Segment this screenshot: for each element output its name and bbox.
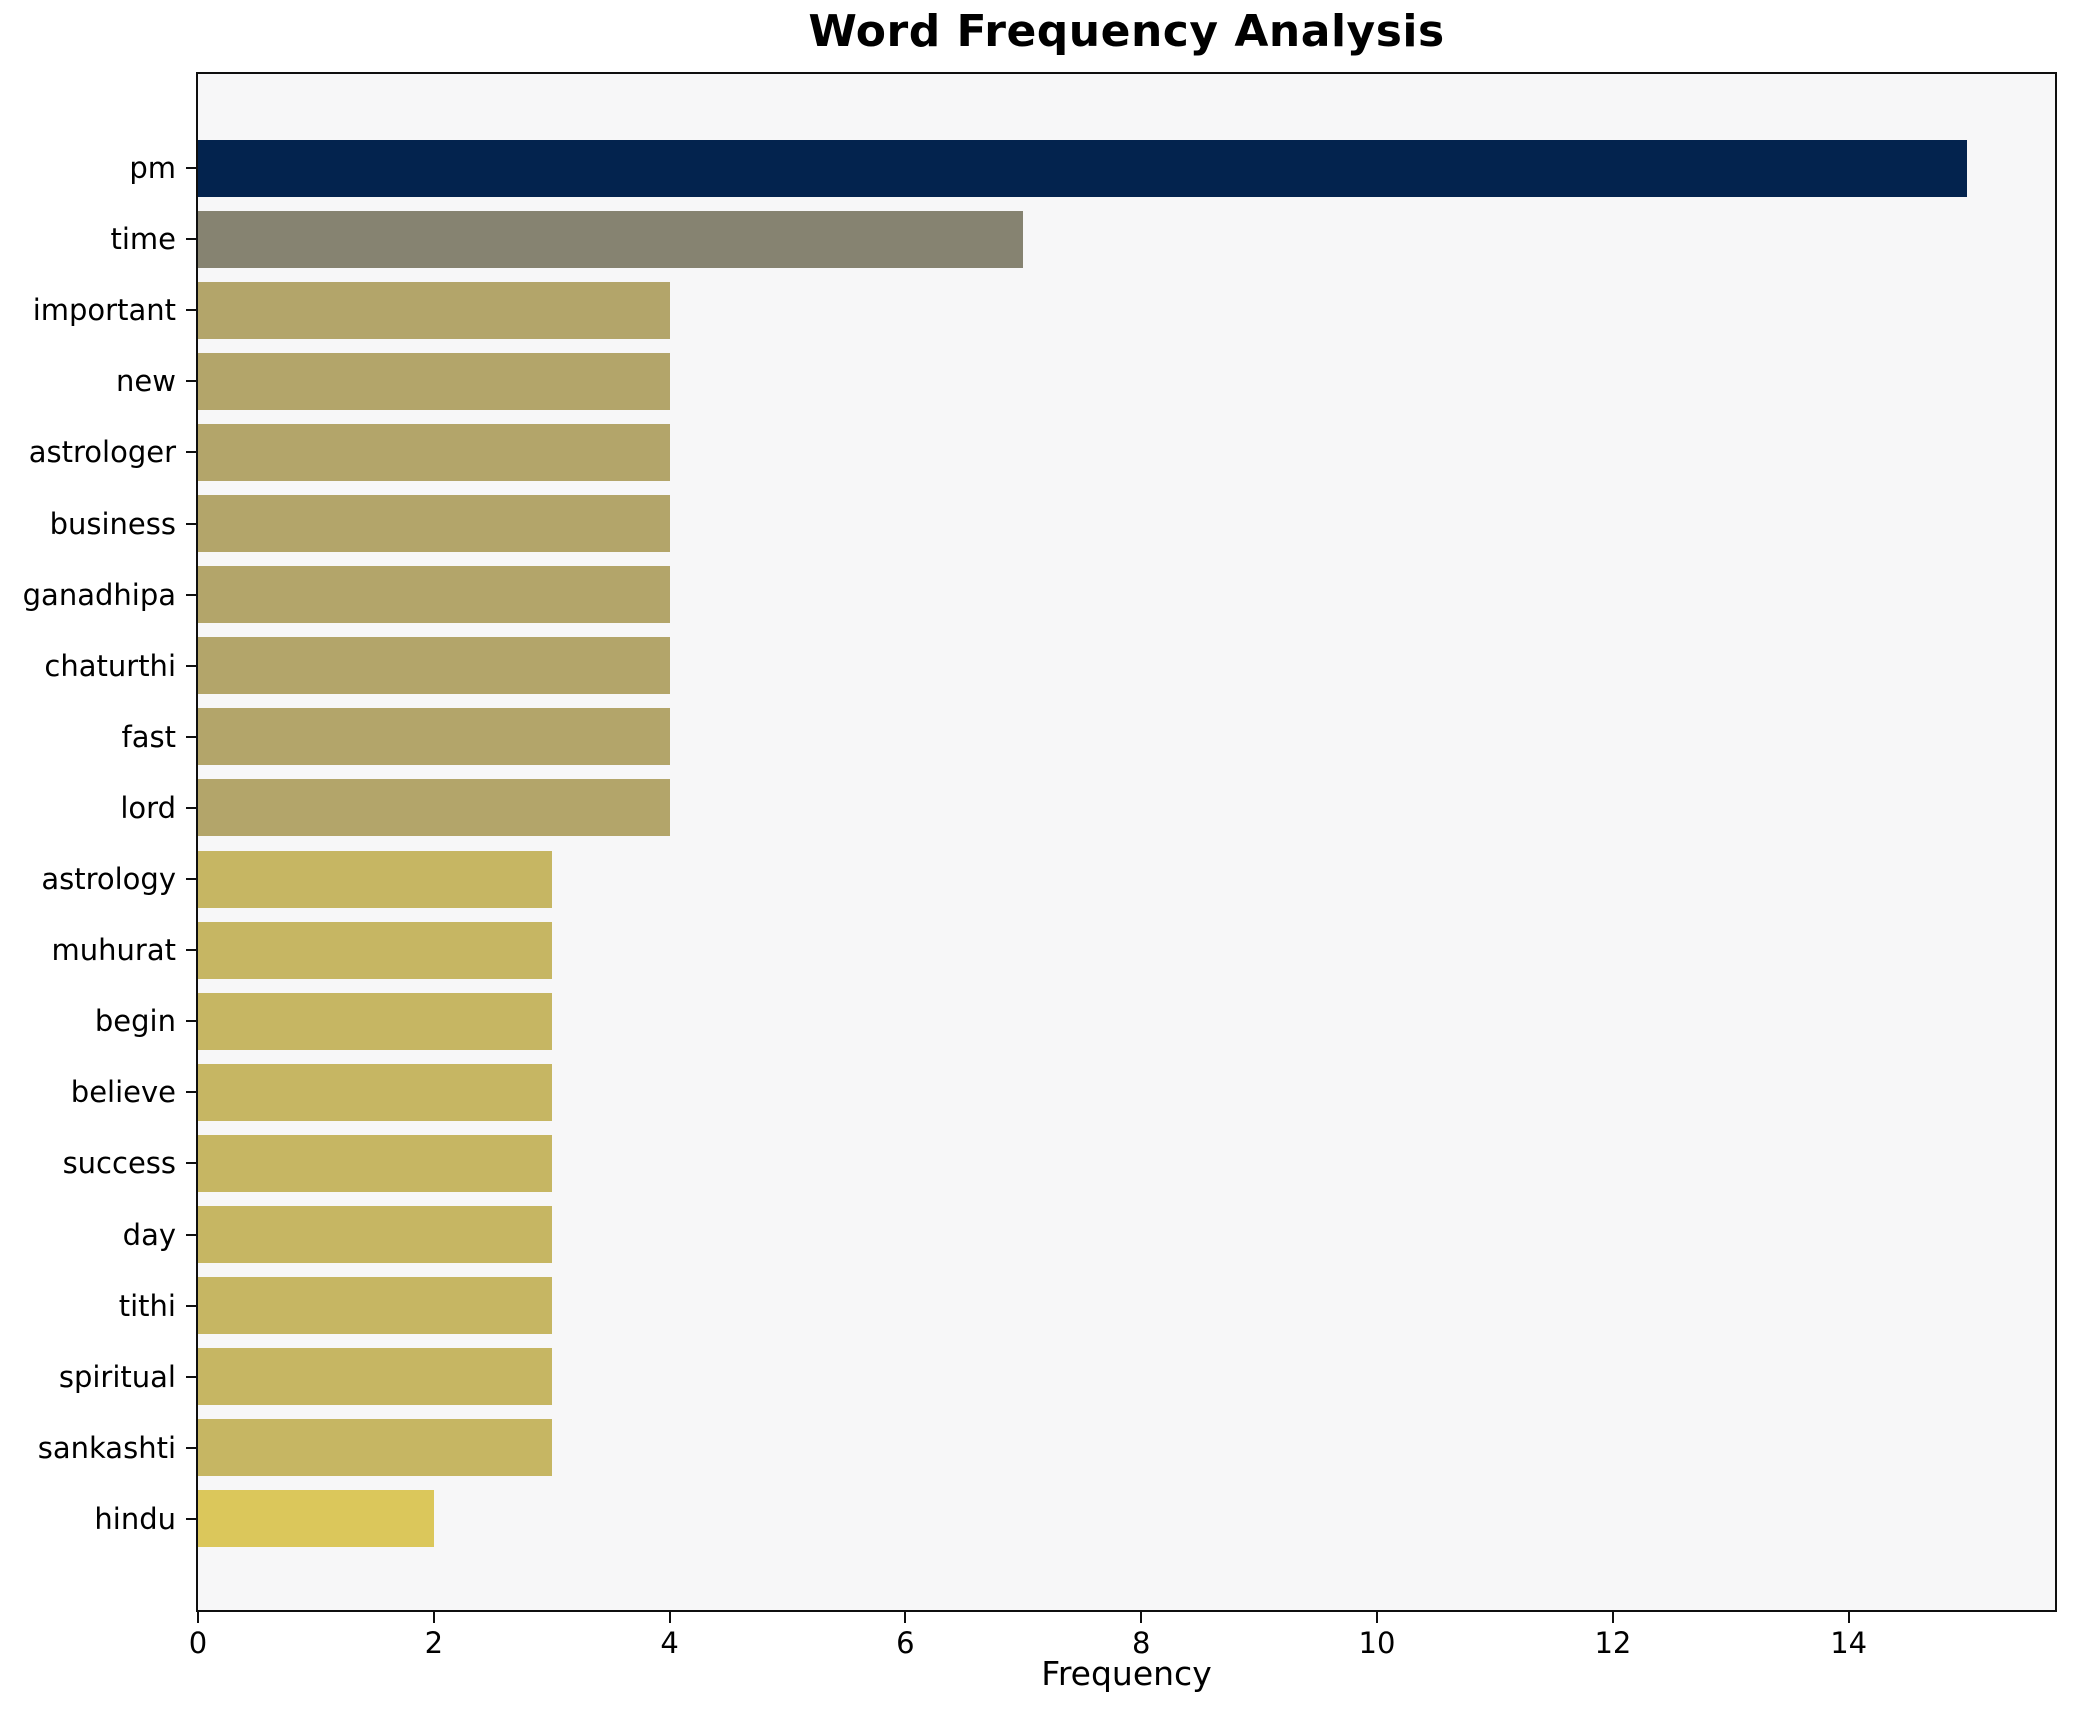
y-tick-label-believe: believe (70, 1075, 176, 1110)
x-tick-label-0: 0 (188, 1626, 208, 1660)
y-tick-mark (186, 806, 196, 809)
y-tick-mark (186, 878, 196, 880)
y-tick-label-astrology: astrology (41, 862, 176, 896)
x-tick-mark (432, 1612, 435, 1623)
bar-hindu (198, 1490, 434, 1548)
y-tick-mark (186, 1233, 196, 1236)
x-axis-title: Frequency (1041, 1654, 1212, 1693)
bar-business (198, 495, 670, 552)
bar-spiritual (198, 1348, 552, 1406)
y-tick-mark (186, 1304, 196, 1307)
x-tick-mark (1140, 1612, 1143, 1623)
bar-fast (198, 708, 670, 766)
y-tick-mark (186, 1375, 196, 1378)
x-tick-mark (904, 1612, 907, 1623)
bar-begin (198, 992, 552, 1050)
y-tick-label-new: new (116, 364, 176, 399)
x-tick-label-14: 14 (1830, 1626, 1868, 1660)
y-tick-mark (186, 451, 196, 454)
bar-ganadhipa (198, 566, 670, 624)
bar-important (198, 281, 670, 339)
y-tick-mark (186, 1091, 196, 1094)
bar-pm (198, 139, 1967, 197)
y-tick-label-lord: lord (120, 790, 176, 825)
y-tick-label-ganadhipa: ganadhipa (22, 577, 176, 612)
bar-chaturthi (198, 637, 670, 695)
bar-lord (198, 779, 670, 837)
bar-day (198, 1206, 552, 1263)
x-tick-mark (1376, 1612, 1378, 1623)
plot-area (196, 72, 2057, 1612)
y-tick-mark (186, 380, 196, 383)
bar-astrology (198, 850, 552, 908)
y-tick-label-success: success (62, 1146, 176, 1181)
y-tick-mark (186, 593, 196, 596)
y-tick-label-business: business (49, 506, 176, 541)
y-tick-mark (186, 1020, 196, 1023)
y-tick-mark (186, 1162, 196, 1165)
x-tick-label-10: 10 (1358, 1626, 1396, 1660)
y-tick-mark (186, 735, 196, 738)
x-tick-mark (1611, 1612, 1614, 1623)
bar-success (198, 1134, 552, 1192)
y-tick-label-muhurat: muhurat (51, 933, 176, 968)
y-tick-label-fast: fast (121, 719, 176, 754)
bar-astrologer (198, 423, 670, 481)
y-tick-label-hindu: hindu (94, 1501, 176, 1536)
x-tick-label-8: 8 (1131, 1626, 1151, 1660)
y-tick-label-important: important (32, 293, 176, 328)
x-tick-label-4: 4 (660, 1626, 679, 1660)
bar-muhurat (198, 921, 552, 979)
y-tick-mark (186, 664, 196, 667)
x-tick-mark (668, 1612, 671, 1623)
bar-sankashti (198, 1419, 552, 1477)
y-tick-label-time: time (110, 222, 176, 257)
y-tick-mark (186, 167, 196, 169)
x-tick-label-2: 2 (424, 1626, 444, 1660)
x-tick-mark (1847, 1612, 1850, 1623)
y-tick-mark (186, 1517, 196, 1520)
x-tick-label-12: 12 (1594, 1626, 1632, 1660)
y-tick-mark (186, 522, 196, 525)
x-tick-label-6: 6 (896, 1626, 915, 1660)
y-tick-label-pm: pm (129, 151, 176, 185)
y-tick-mark (186, 949, 196, 952)
bar-new (198, 352, 670, 410)
y-tick-label-day: day (122, 1217, 176, 1252)
y-tick-mark (186, 309, 196, 312)
y-tick-mark (186, 238, 196, 241)
chart-title: Word Frequency Analysis (808, 6, 1445, 57)
y-tick-label-tithi: tithi (118, 1288, 176, 1323)
y-tick-label-sankashti: sankashti (37, 1430, 176, 1465)
bar-time (198, 210, 1024, 268)
bar-believe (198, 1063, 552, 1121)
y-tick-label-spiritual: spiritual (58, 1359, 176, 1394)
y-tick-mark (186, 1446, 196, 1449)
x-tick-mark (197, 1612, 199, 1623)
y-tick-label-begin: begin (94, 1004, 176, 1039)
y-tick-label-astrologer: astrologer (28, 435, 176, 470)
y-tick-label-chaturthi: chaturthi (44, 648, 176, 683)
bar-tithi (198, 1277, 552, 1335)
